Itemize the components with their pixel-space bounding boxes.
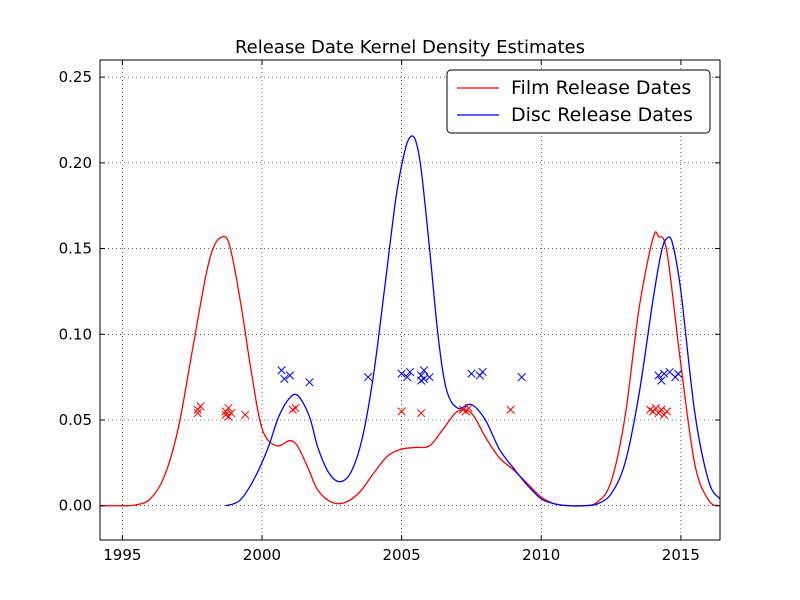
y-tick-label: 0.00 <box>59 497 92 515</box>
film-release-marker <box>224 403 233 413</box>
film-release-marker <box>291 403 300 413</box>
disc-release-marker <box>405 367 415 377</box>
disc-release-marker <box>425 372 434 382</box>
film-release-marker <box>464 403 473 413</box>
film-release-marker <box>221 410 230 420</box>
disc-release-marker <box>659 369 669 378</box>
legend: Film Release Dates Disc Release Dates <box>446 69 711 134</box>
film-release-marker <box>657 405 666 414</box>
axis-ticks: 1995 2000 2005 2010 2015 0.00 0.05 0.10 0.15 0.20… <box>59 60 720 564</box>
legend-label-disc: Disc Release Dates <box>511 104 693 126</box>
disc-release-marker <box>517 372 526 382</box>
film-release-marker <box>646 405 655 414</box>
film-release-marker <box>397 407 406 416</box>
disc-release-marker <box>467 369 476 378</box>
plot-frame <box>99 59 721 541</box>
film-release-marker <box>288 405 297 414</box>
plot-area <box>100 135 720 507</box>
y-tick-label: 0.15 <box>59 240 92 258</box>
film-release-marker <box>241 410 250 420</box>
film-release-marker <box>651 403 660 413</box>
disc-release-marker <box>363 372 373 382</box>
film-release-marker <box>196 402 205 411</box>
disc-release-marker <box>419 374 429 384</box>
x-tick-label: 2005 <box>383 546 421 564</box>
disc-release-marker <box>478 367 487 377</box>
disc-release-marker <box>280 374 289 384</box>
disc-density-line <box>225 135 720 507</box>
legend-label-film: Film Release Dates <box>511 77 691 99</box>
x-tick-label: 2015 <box>662 546 700 564</box>
disc-release-marker <box>654 371 663 380</box>
film-release-marker <box>662 407 672 416</box>
disc-release-marker <box>419 366 429 375</box>
disc-release-marker <box>305 378 314 387</box>
legend-box <box>446 69 711 134</box>
disc-release-marker <box>277 366 286 375</box>
x-tick-label: 2000 <box>243 546 281 564</box>
x-tick-label: 2010 <box>522 546 560 564</box>
disc-release-marker <box>285 371 295 380</box>
film-density-line <box>100 231 720 507</box>
chart-title: Release Date Kernel Density Estimates <box>235 37 585 58</box>
disc-release-marker <box>673 369 683 378</box>
y-tick-label: 0.10 <box>59 325 92 343</box>
disc-release-marker <box>657 376 666 385</box>
y-tick-label: 0.25 <box>59 68 92 86</box>
x-tick-label: 1995 <box>103 546 141 564</box>
disc-release-marker <box>403 372 412 382</box>
disc-release-marker <box>397 369 406 378</box>
film-release-marker <box>193 408 202 418</box>
y-tick-label: 0.05 <box>59 411 92 429</box>
film-release-marker <box>227 408 236 418</box>
film-release-marker <box>417 408 426 418</box>
y-tick-label: 0.20 <box>59 154 92 172</box>
film-release-marker <box>506 405 515 414</box>
